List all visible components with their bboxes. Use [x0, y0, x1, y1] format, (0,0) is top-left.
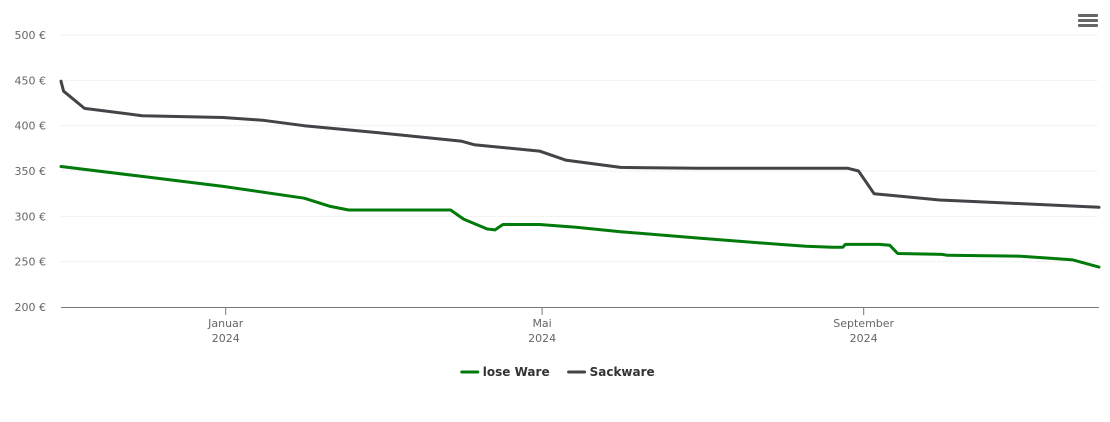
series-lines: [59, 79, 1101, 269]
legend-item-lose-ware[interactable]: lose Ware: [460, 365, 550, 379]
gridlines: [61, 34, 1099, 263]
x-tick-label-month: Mai: [532, 317, 551, 330]
x-tick-label-year: 2024: [212, 332, 240, 345]
series-line-sackware[interactable]: [59, 79, 1101, 209]
y-tick-label: 300 €: [15, 210, 47, 223]
y-tick-label: 200 €: [15, 301, 47, 314]
y-tick-label: 350 €: [15, 165, 47, 178]
legend-label: Sackware: [590, 365, 655, 379]
y-tick-label: 250 €: [15, 256, 47, 269]
x-tick-label-month: Januar: [207, 317, 244, 330]
x-tick-label-year: 2024: [850, 332, 878, 345]
x-tick-label-month: September: [833, 317, 894, 330]
y-tick-label: 450 €: [15, 74, 47, 87]
series-line-lose-ware[interactable]: [59, 165, 1101, 269]
legend-item-sackware[interactable]: Sackware: [567, 365, 655, 379]
y-tick-label: 500 €: [15, 29, 47, 42]
legend-label: lose Ware: [483, 365, 550, 379]
y-axis: 200 € 250 € 300 € 350 € 400 € 450 € 500 €: [15, 29, 47, 314]
x-axis: Januar 2024 Mai 2024 September 2024: [61, 307, 1099, 345]
y-tick-label: 400 €: [15, 120, 47, 133]
legend[interactable]: lose Ware Sackware: [460, 365, 655, 379]
hamburger-menu-icon[interactable]: [1076, 12, 1100, 32]
x-tick-label-year: 2024: [528, 332, 556, 345]
